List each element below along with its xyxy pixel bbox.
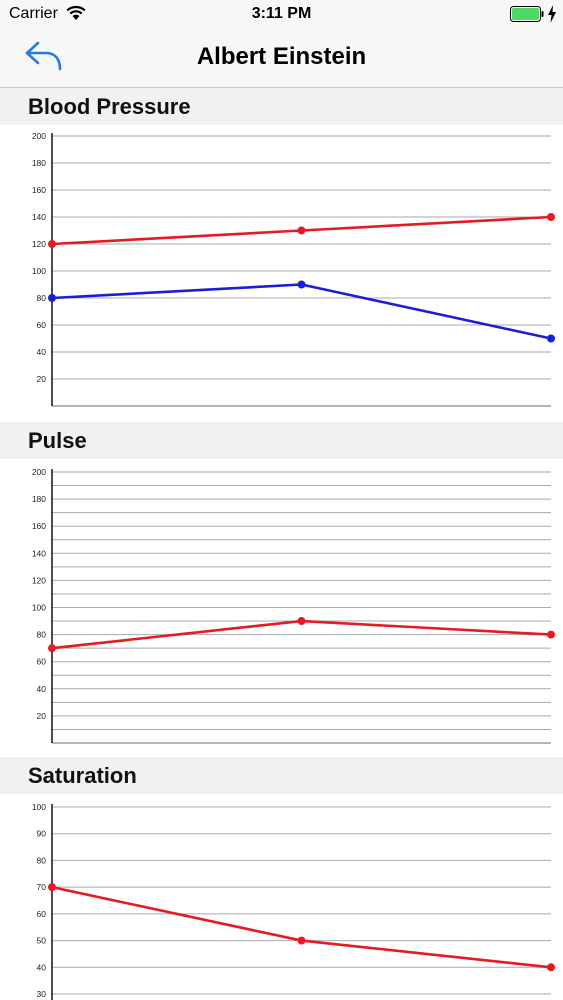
section-header-pulse: Pulse [0, 422, 563, 459]
y-tick-label: 140 [32, 212, 46, 222]
series-line [51, 283, 552, 340]
data-point [297, 617, 306, 626]
y-tick-label: 60 [37, 320, 47, 330]
y-tick-label: 200 [32, 131, 46, 141]
saturation-chart-svg: 30 40 50 60 70 80 90 100 [32, 802, 555, 1000]
y-tick-label: 80 [37, 293, 47, 303]
y-tick-label: 200 [32, 467, 46, 477]
page-title: Albert Einstein [196, 43, 367, 70]
pulse-chart: 20 40 60 80 100 120 140 160 180 200 [0, 459, 563, 757]
series-line [51, 885, 552, 969]
y-tick-label: 100 [32, 603, 46, 613]
y-tick-label: 70 [37, 882, 47, 892]
pulse-chart-svg: 20 40 60 80 100 120 140 160 180 200 [32, 467, 555, 744]
y-tick-label: 80 [37, 630, 47, 640]
y-tick-label: 180 [32, 494, 46, 504]
status-bar: Carrier 3:11 PM [0, 0, 563, 30]
y-tick-label: 120 [32, 575, 46, 585]
navigation-bar: Albert Einstein [0, 30, 563, 88]
section-title: Blood Pressure [28, 94, 191, 119]
y-tick-label: 100 [32, 266, 46, 276]
status-time: 3:11 PM [251, 5, 312, 22]
data-point [297, 226, 306, 235]
data-point [48, 240, 56, 248]
saturation-chart: 30 40 50 60 70 80 90 100 [0, 794, 563, 1000]
data-point [547, 630, 555, 639]
section-header-saturation: Saturation [0, 757, 563, 794]
back-button[interactable] [22, 38, 68, 76]
y-tick-label: 90 [37, 829, 47, 839]
section-title: Saturation [28, 763, 137, 788]
y-tick-label: 160 [32, 185, 46, 195]
data-point [48, 883, 56, 892]
data-point [297, 936, 306, 945]
y-tick-label: 40 [37, 347, 47, 357]
y-tick-label: 20 [37, 711, 47, 721]
blood-pressure-chart-svg: 20 40 60 80 100 120 140 160 180 200 [32, 131, 555, 407]
y-tick-label: 180 [32, 158, 46, 168]
data-point [297, 280, 306, 289]
y-tick-label: 30 [37, 989, 47, 999]
blood-pressure-chart: 20 40 60 80 100 120 140 160 180 200 [0, 125, 563, 422]
back-arrow-icon [25, 41, 62, 71]
carrier-label: Carrier [9, 5, 58, 22]
section-header-blood-pressure: Blood Pressure [0, 88, 563, 125]
y-tick-label: 100 [32, 802, 46, 812]
data-point [48, 294, 56, 302]
charging-bolt-icon [547, 5, 557, 23]
section-title: Pulse [28, 428, 87, 453]
wifi-icon [66, 5, 86, 21]
y-tick-label: 60 [37, 909, 47, 919]
data-point [547, 213, 555, 221]
y-tick-label: 80 [37, 855, 47, 865]
data-point [48, 644, 56, 653]
y-tick-label: 120 [32, 239, 46, 249]
y-tick-label: 40 [37, 684, 47, 694]
y-tick-label: 50 [37, 936, 47, 946]
y-tick-label: 160 [32, 521, 46, 531]
y-tick-label: 60 [37, 657, 47, 667]
battery-icon [510, 6, 544, 22]
data-point [547, 963, 555, 972]
y-tick-label: 20 [37, 374, 47, 384]
data-point [547, 334, 555, 343]
y-tick-label: 40 [37, 962, 47, 972]
y-tick-label: 140 [32, 548, 46, 558]
